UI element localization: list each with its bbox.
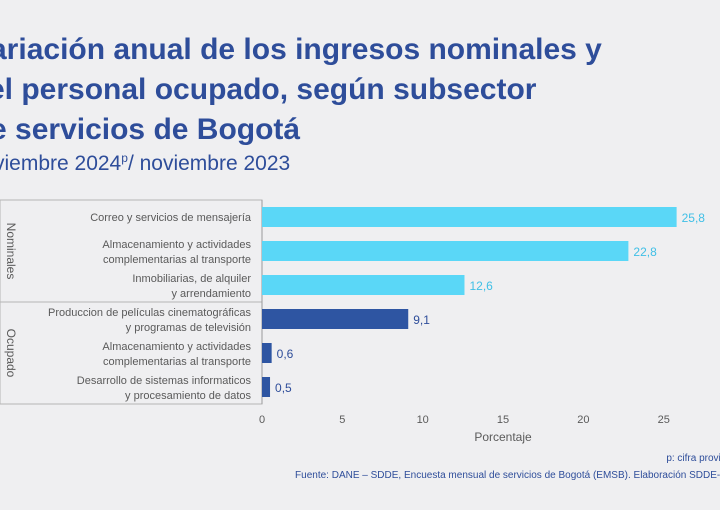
chart-footer: p: cifra provisi Fuente: DANE – SDDE, En…: [0, 450, 720, 484]
bar-nominales-1: [262, 241, 629, 261]
value-label-ocupado-0: 9,1: [413, 313, 430, 327]
value-label-nominales-0: 25,8: [682, 211, 706, 225]
source-note: Fuente: DANE – SDDE, Encuesta mensual de…: [295, 470, 720, 481]
category-label-ocupado-0-line-1: y programas de televisión: [126, 322, 251, 334]
value-label-nominales-2: 12,6: [469, 279, 493, 293]
category-label-ocupado-1-line-0: Almacenamiento y actividades: [102, 341, 251, 353]
category-label-nominales-2-line-0: Inmobiliarias, de alquiler: [132, 273, 251, 285]
subtitle-provisional-mark: p: [121, 151, 128, 165]
value-label-ocupado-2: 0,5: [275, 381, 292, 395]
x-tick-label-25: 25: [658, 414, 670, 426]
value-label-nominales-1: 22,8: [633, 245, 657, 259]
category-label-nominales-2-line-1: y arrendamiento: [172, 288, 252, 300]
category-label-nominales-1-line-1: complementarias al transporte: [103, 254, 251, 266]
provisional-note: p: cifra provisi: [666, 453, 720, 464]
category-label-nominales-1-line-0: Almacenamiento y actividades: [102, 239, 251, 251]
x-tick-label-15: 15: [497, 414, 509, 426]
category-label-ocupado-2-line-0: Desarrollo de sistemas informaticos: [77, 375, 252, 387]
x-tick-label-20: 20: [577, 414, 589, 426]
title-line-1: ariación anual de los ingresos nominales…: [0, 33, 602, 66]
group-label-nominales: Nominales: [4, 223, 18, 280]
bar-ocupado-0: [262, 309, 409, 329]
category-label-ocupado-2-line-1: y procesamiento de datos: [125, 390, 251, 402]
subtitle-start: viembre 2024: [0, 152, 122, 175]
bar-ocupado-2: [262, 377, 271, 397]
title-line-2: el personal ocupado, según subsector: [0, 73, 537, 106]
x-tick-label-10: 10: [417, 414, 429, 426]
x-tick-label-0: 0: [259, 414, 265, 426]
title-line-3: e servicios de Bogotá: [0, 113, 301, 146]
bar-ocupado-1: [262, 343, 272, 363]
bar-nominales-0: [262, 207, 677, 227]
value-label-ocupado-1: 0,6: [277, 347, 294, 361]
category-label-ocupado-1-line-1: complementarias al transporte: [103, 356, 251, 368]
chart-subtitle: viembre 2024p/ noviembre 2023: [0, 151, 290, 177]
group-label-ocupado: Ocupado: [4, 329, 18, 378]
category-label-nominales-0-line-0: Correo y servicios de mensajería: [90, 212, 252, 224]
bar-nominales-2: [262, 275, 465, 295]
subtitle-end: / noviembre 2023: [127, 152, 291, 175]
category-label-ocupado-0-line-0: Produccion de películas cinematográficas: [48, 307, 252, 319]
chart-title: ariación anual de los ingresos nominales…: [0, 30, 720, 150]
x-tick-label-5: 5: [339, 414, 345, 426]
x-axis-title: Porcentaje: [474, 430, 532, 444]
